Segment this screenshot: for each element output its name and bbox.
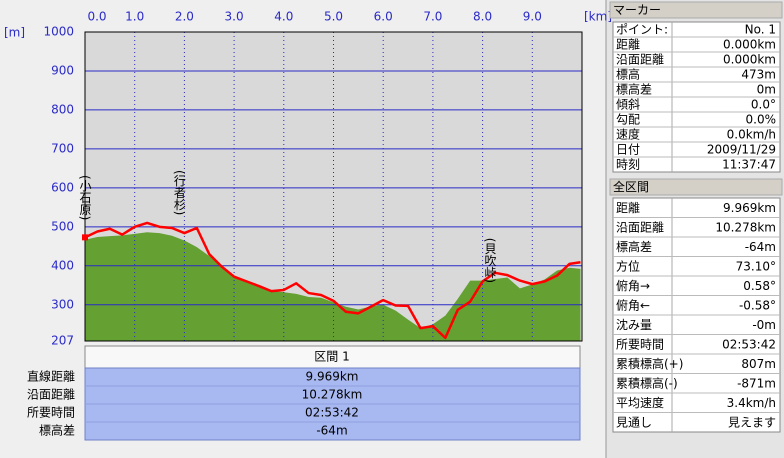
x-tick-label: 0.0 [87, 10, 106, 24]
section-title: 区間 1 [314, 350, 349, 364]
panel-label: 所要時間 [616, 337, 664, 351]
y-tick-label: 900 [51, 63, 74, 77]
panel-header [609, 1, 783, 19]
annotation: (貝吹峠) [483, 238, 497, 283]
x-tick-label: 7.0 [423, 10, 442, 24]
panel-value: 3.4km/h [727, 396, 776, 410]
section-label: 直線距離 [27, 369, 75, 384]
panel-value: -64m [745, 240, 776, 254]
panel-value: 9.969km [723, 201, 776, 215]
x-unit: [km] [584, 10, 612, 24]
panel-title: マーカー [613, 3, 661, 17]
x-tick-label: 6.0 [374, 10, 393, 24]
panel-label: 俯角← [616, 297, 650, 312]
panel-label: 標高差 [616, 82, 652, 97]
y-tick-label: 600 [51, 180, 74, 194]
section-label: 沿面距離 [27, 388, 75, 402]
marker-point [82, 234, 88, 241]
panel-value: 02:53:42 [722, 337, 776, 351]
y-tick-label: 300 [51, 297, 74, 311]
y-tick-label: 800 [51, 102, 74, 116]
y-tick-label: 500 [51, 219, 74, 233]
y-tick-label: 700 [51, 141, 74, 155]
panel-value: 0.000km [723, 53, 776, 67]
panel-value: -871m [737, 376, 776, 390]
x-tick-label: 3.0 [225, 10, 244, 24]
panel-value: 2009/11/29 [707, 143, 776, 157]
panel-title: 全区間 [613, 179, 649, 194]
plot-border [84, 31, 583, 342]
panel-label: 日付 [616, 143, 640, 157]
panel-label: 方位 [616, 258, 640, 273]
panel-label: 標高 [616, 67, 640, 82]
panel-label: ポイント: [616, 23, 668, 37]
y-unit: [m] [4, 26, 25, 40]
panel-label: 標高差 [616, 239, 652, 254]
panel-label: 傾斜 [616, 98, 640, 112]
panel-value: 73.10° [736, 259, 776, 273]
panel-value: -0.58° [739, 298, 776, 312]
panel-label: 時刻 [616, 158, 640, 172]
panel-value: 見えます [728, 415, 776, 429]
panel-value: -0m [752, 318, 776, 332]
track-line [84, 221, 581, 340]
panel-label: 距離 [616, 38, 640, 52]
panel-value: 0.000km [723, 38, 776, 52]
panel-label: 速度 [616, 127, 640, 142]
section-value: 02:53:42 [305, 406, 359, 420]
panel-value: No. 1 [745, 23, 776, 37]
x-tick-label: 9.0 [523, 10, 542, 24]
section-value: -64m [316, 424, 347, 438]
y-tick-label: 207 [51, 334, 74, 348]
section-label: 標高差 [39, 423, 75, 438]
y-tick-label: 400 [51, 258, 74, 272]
panel-value: 0.0% [746, 113, 777, 127]
section-value: 9.969km [306, 370, 359, 384]
panel-value: 0.0km/h [727, 128, 776, 142]
x-tick-label: 4.0 [274, 10, 293, 24]
panel-value: 0.0° [751, 98, 776, 112]
panel-value: 0m [757, 83, 776, 97]
panel-value: 10.278km [715, 220, 776, 234]
panel-value: 473m [741, 68, 776, 82]
panel-value: 0.58° [743, 279, 776, 293]
panel-label: 俯角→ [616, 278, 650, 293]
panel-label: 距離 [616, 201, 640, 215]
panel-label: 勾配 [616, 113, 640, 127]
panel-label: 沿面距離 [616, 220, 664, 234]
panel-label: 平均速度 [616, 395, 664, 410]
panel-value: 807m [741, 357, 776, 371]
annotation: (小石原) [78, 175, 92, 220]
x-tick-label: 8.0 [473, 10, 492, 24]
x-tick-label: 2.0 [175, 10, 194, 24]
panel-label: 累積標高(-) [616, 375, 678, 390]
section-value: 10.278km [302, 388, 363, 402]
panel-value: 11:37:47 [722, 158, 776, 172]
panel-label: 沈み量 [616, 317, 652, 332]
panel-header [609, 178, 783, 196]
x-tick-label: 1.0 [125, 10, 144, 24]
annotation: (行者杉) [172, 170, 186, 215]
x-tick-label: 5.0 [324, 10, 343, 24]
panel-label: 沿面距離 [616, 53, 664, 67]
section-label: 所要時間 [27, 406, 75, 420]
panel-label: 見通し [616, 415, 652, 429]
y-tick-label: 1000 [43, 25, 74, 39]
panel-label: 累積標高(+) [616, 356, 683, 371]
